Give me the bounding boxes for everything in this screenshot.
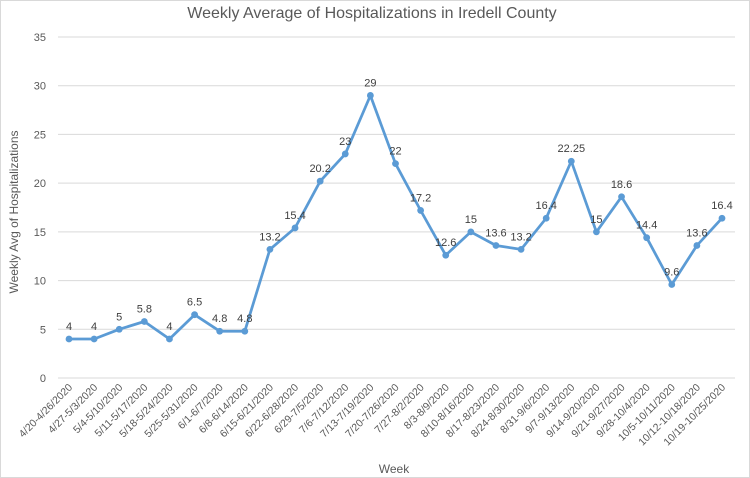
data-label: 15 <box>465 214 477 226</box>
data-point <box>65 335 73 343</box>
data-label: 4.8 <box>212 313 227 325</box>
data-label: 16.4 <box>711 200 732 212</box>
data-label: 16.4 <box>535 200 556 212</box>
data-label: 23 <box>339 136 351 148</box>
data-label: 13.2 <box>510 231 531 243</box>
gridlines <box>58 36 735 379</box>
data-point <box>115 325 123 333</box>
data-label: 13.6 <box>485 227 506 239</box>
data-label: 14.4 <box>636 220 657 232</box>
data-point <box>643 234 651 242</box>
data-point <box>593 228 600 236</box>
data-label: 13.2 <box>259 231 280 243</box>
data-label: 22.25 <box>558 143 586 155</box>
data-label: 29 <box>364 77 376 89</box>
data-point <box>668 281 676 288</box>
data-point <box>291 224 299 232</box>
data-point <box>718 214 726 222</box>
data-point <box>417 207 425 214</box>
data-point <box>542 214 550 222</box>
data-point <box>90 335 98 343</box>
data-label: 22 <box>389 146 401 158</box>
data-point <box>492 242 500 249</box>
data-label: 12.6 <box>435 237 456 249</box>
data-label: 5 <box>116 311 122 323</box>
data-label: 9.6 <box>664 266 679 278</box>
y-tick-label: 30 <box>34 81 46 93</box>
series-line <box>69 94 724 341</box>
y-tick-label: 5 <box>40 324 46 336</box>
data-point <box>366 92 374 99</box>
data-point <box>241 327 249 335</box>
data-label: 4 <box>66 321 72 333</box>
x-axis-ticks: 4/20-4/26/20204/27-5/3/20205/4-5/10/2020… <box>17 382 729 449</box>
y-axis-ticks: 0 5 10 15 20 25 30 35 <box>34 32 46 385</box>
data-label: 4 <box>91 321 97 333</box>
data-point <box>166 335 173 343</box>
data-label: 4.8 <box>237 313 252 325</box>
y-tick-label: 15 <box>34 227 46 239</box>
data-point <box>191 311 198 319</box>
data-point <box>467 228 475 236</box>
data-point <box>693 242 701 249</box>
data-label: 17.2 <box>410 192 431 204</box>
data-point <box>392 160 399 168</box>
y-tick-label: 10 <box>34 276 46 288</box>
data-label: 15 <box>590 214 602 226</box>
series-weekly-average <box>65 92 726 343</box>
data-point <box>140 318 148 325</box>
data-label: 18.6 <box>611 179 632 191</box>
y-axis-title: Weekly Avg of Hospitalizations <box>7 131 21 294</box>
data-label: 5.8 <box>137 303 152 315</box>
data-labels: 4 4 5 5.8 4 6.5 4.8 4.8 13.2 15.4 20.2 23 29 22 17.2 12… <box>66 77 733 333</box>
y-tick-label: 35 <box>34 32 46 44</box>
data-point <box>618 193 625 201</box>
data-label: 6.5 <box>187 297 202 309</box>
chart-title: Weekly Average of Hospitalizations in Ir… <box>187 5 556 22</box>
data-point <box>341 150 349 158</box>
data-point <box>567 157 575 165</box>
data-label: 4 <box>166 321 172 333</box>
data-label: 13.6 <box>686 227 707 239</box>
data-point <box>442 251 450 259</box>
y-tick-label: 0 <box>40 373 46 385</box>
x-axis-title: Week <box>379 462 410 476</box>
y-tick-label: 25 <box>34 129 46 141</box>
data-point <box>517 245 525 253</box>
data-label: 15.4 <box>284 210 305 222</box>
data-point <box>216 327 224 335</box>
data-label: 20.2 <box>309 163 330 175</box>
y-tick-label: 20 <box>34 178 46 190</box>
data-point <box>316 177 324 185</box>
data-point <box>266 245 274 253</box>
